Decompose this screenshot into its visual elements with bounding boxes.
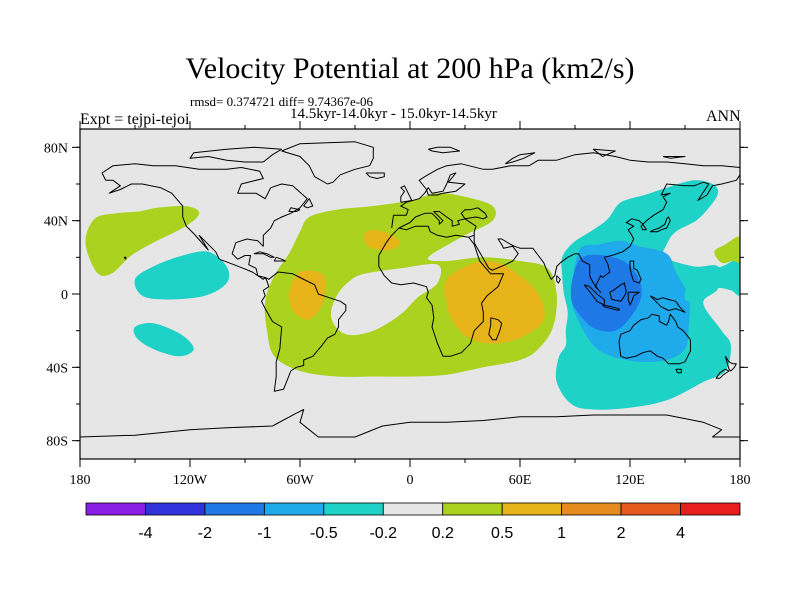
coastline-32 [288, 207, 301, 212]
coastline-20 [488, 317, 503, 341]
coastline-18 [649, 295, 686, 313]
coastline-30 [592, 148, 616, 157]
colorbar-bin [501, 502, 563, 516]
x-tick-label: 180 [70, 473, 91, 488]
contour-region-west-pacific-north-positive [85, 205, 200, 276]
coastline-13 [715, 368, 730, 379]
colorbar-bin [620, 502, 681, 516]
contour-region-north-africa-positive [363, 230, 400, 251]
colorbar-label: 2 [617, 525, 626, 542]
contour-layer [85, 180, 740, 410]
coastline-6 [473, 174, 740, 293]
coastline-25 [123, 256, 127, 260]
coastline-8 [400, 185, 413, 203]
x-tick-label: 0 [407, 473, 414, 488]
coastline-24 [273, 256, 286, 262]
colorbar-bin [85, 502, 146, 516]
y-tick-label: 0 [61, 288, 68, 303]
coastline-27 [189, 146, 283, 163]
colorbar-bin [561, 502, 622, 516]
contour-region-east-africa-positive [444, 260, 545, 344]
season-label: ANN [706, 108, 741, 125]
x-tick-label: 60E [509, 473, 532, 488]
colorbar-label: 1 [557, 525, 566, 542]
colorbar-bin [263, 502, 325, 516]
colorbar-bin [204, 502, 265, 516]
contour-region-south-pacific-negative [133, 322, 194, 357]
coastline-33 [303, 198, 314, 209]
chart-title: Velocity Potential at 200 hPa (km2/s) [185, 52, 635, 85]
axis-ticks: 180 120W 60W 0 60E 120E 180 80N 40N 0 40S 80S [44, 121, 751, 488]
coastline-9 [649, 216, 671, 233]
contour-region-dateline-positive [714, 236, 740, 264]
x-tick-label: 120W [173, 473, 208, 488]
colorbar-bin [382, 502, 444, 516]
coastline-16 [609, 282, 627, 302]
colorbar-bin [442, 502, 503, 516]
coastline-15 [602, 304, 620, 311]
x-tick-label: 120E [615, 473, 645, 488]
x-tick-label: 180 [730, 473, 751, 488]
coastline-17 [627, 291, 640, 306]
colorbar-label: 0.2 [432, 525, 454, 542]
y-tick-label: 80S [46, 435, 68, 450]
coastline-12 [724, 356, 737, 372]
colorbar-label: 4 [676, 525, 685, 542]
colorbar-label: -2 [198, 525, 212, 542]
coastline-26 [365, 172, 385, 179]
coastline-3 [391, 152, 740, 229]
coastline-7 [281, 141, 374, 185]
coastline-4 [398, 211, 477, 238]
colorbar-bin [145, 502, 206, 516]
experiment-label: Expt = tejpi-tejoi [80, 111, 190, 128]
y-tick-label: 40N [44, 215, 68, 230]
x-tick-label: 60W [286, 473, 314, 488]
coastline-14 [583, 284, 605, 306]
y-tick-label: 80N [44, 141, 68, 156]
coastline-11 [675, 368, 682, 374]
coastline-0 [101, 163, 308, 280]
y-tick-label: 40S [46, 361, 68, 376]
chart-subtitle: 14.5kyr-14.0kyr - 15.0kyr-14.5kyr [290, 106, 497, 122]
coastline-19 [629, 260, 642, 284]
contour-region-maritime-continent-negative [570, 254, 642, 332]
colorbar-label: -0.2 [369, 525, 397, 542]
contour-region-central-atlantic-hole [330, 263, 442, 336]
rmsd-diff-text: rmsd= 0.374721 diff= 9.74367e-06 [190, 94, 374, 109]
coastline-10 [618, 313, 691, 365]
colorbar-bin [323, 502, 384, 516]
coastline-layer [80, 141, 740, 438]
coastline-29 [505, 152, 536, 165]
colorbar-label: 0.5 [491, 525, 513, 542]
coastline-1 [261, 271, 347, 392]
contour-region-south-america-positive [288, 270, 326, 320]
coastline-21 [556, 275, 561, 284]
colorbar-label: -1 [257, 525, 271, 542]
coastline-23 [253, 251, 275, 258]
coastline-2 [378, 225, 504, 357]
contour-region-east-pacific-negative [134, 251, 230, 300]
colorbar: -4 -2 -1 -0.5 -0.2 0.2 0.5 1 2 4 [85, 502, 741, 542]
coastline-5 [460, 207, 488, 220]
coastline-22 [80, 409, 740, 438]
coastline-31 [662, 156, 686, 159]
colorbar-bin [680, 502, 741, 516]
coastline-28 [428, 146, 460, 154]
colorbar-label: -0.5 [310, 525, 338, 542]
contour-region-north-pacific-negative [684, 259, 740, 302]
colorbar-label: -4 [138, 525, 152, 542]
